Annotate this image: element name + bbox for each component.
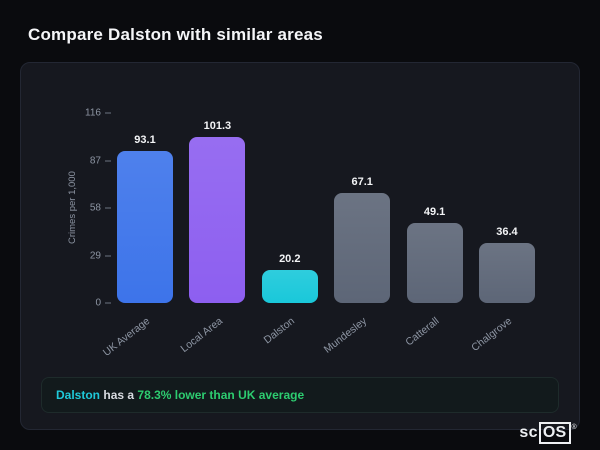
x-tick: Chalgrove [469,307,535,359]
x-tick-label: Catterall [403,315,442,349]
bar-chart: Crimes per 1,000 0 29 58 87 116 93.1 101.3 20.… [41,91,559,359]
y-axis: 0 29 58 87 116 [71,108,111,309]
comparison-card: Crimes per 1,000 0 29 58 87 116 93.1 101.3 20.… [20,62,580,430]
page-title: Compare Dalston with similar areas [28,25,323,44]
summary-box: Dalston has a 78.3% lower than UK averag… [41,376,559,413]
bar-group-dalston: 20.2 [261,113,318,303]
y-tick-label: 0 [95,298,111,309]
bar-group-local-area: 101.3 [189,113,246,303]
bar[interactable] [478,243,535,303]
registered-mark: ® [571,424,577,431]
x-tick-label: Dalston [261,315,298,347]
x-tick-label: UK Average [100,315,153,359]
x-tick: Local Area [178,307,245,359]
x-axis-labels: UK Average Local Area Dalston Mundesley Catt… [101,307,535,359]
y-tick-label: 87 [90,155,111,166]
bar-group-catterall: 49.1 [406,113,463,303]
y-tick-label: 116 [85,108,111,119]
x-tick: Catterall [403,307,463,359]
x-tick-label: Chalgrove [469,315,515,354]
summary-highlight: 78.3% lower than UK average [137,387,305,402]
x-tick-label: Local Area [178,315,225,356]
y-tick-label: 58 [90,203,111,214]
bar[interactable] [334,193,391,303]
plot-area: 93.1 101.3 20.2 67.1 49.1 36.4 [117,113,535,303]
x-tick-label: Mundesley [322,315,370,356]
bar[interactable] [117,150,173,303]
bar[interactable] [261,269,318,303]
bar-group-chalgrove: 36.4 [478,113,535,303]
x-tick: Dalston [262,307,318,359]
bar-value-label: 36.4 [496,226,518,239]
bar-group-mundesley: 67.1 [334,113,391,303]
bar[interactable] [406,222,463,303]
bar-value-label: 93.1 [134,133,156,146]
y-tick-label: 29 [90,250,111,261]
logo-prefix: sc [519,424,538,441]
bar-value-label: 49.1 [423,205,446,218]
x-tick: UK Average [101,307,173,359]
bar-value-label: 101.3 [203,120,232,133]
summary-text: has a [103,387,135,402]
bar-group-uk-average: 93.1 [117,113,173,303]
bar-value-label: 20.2 [279,252,301,265]
logo-suffix: OS [538,422,571,444]
bar-value-label: 67.1 [351,176,373,189]
x-tick: Mundesley [322,307,390,359]
scos-logo: sc OS ® [519,422,577,444]
summary-area: Dalston [56,387,101,402]
bar[interactable] [189,137,246,303]
